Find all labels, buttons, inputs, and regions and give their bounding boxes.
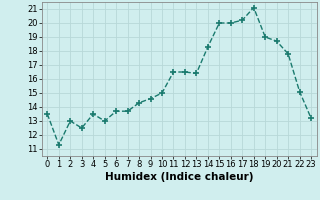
X-axis label: Humidex (Indice chaleur): Humidex (Indice chaleur) xyxy=(105,172,253,182)
